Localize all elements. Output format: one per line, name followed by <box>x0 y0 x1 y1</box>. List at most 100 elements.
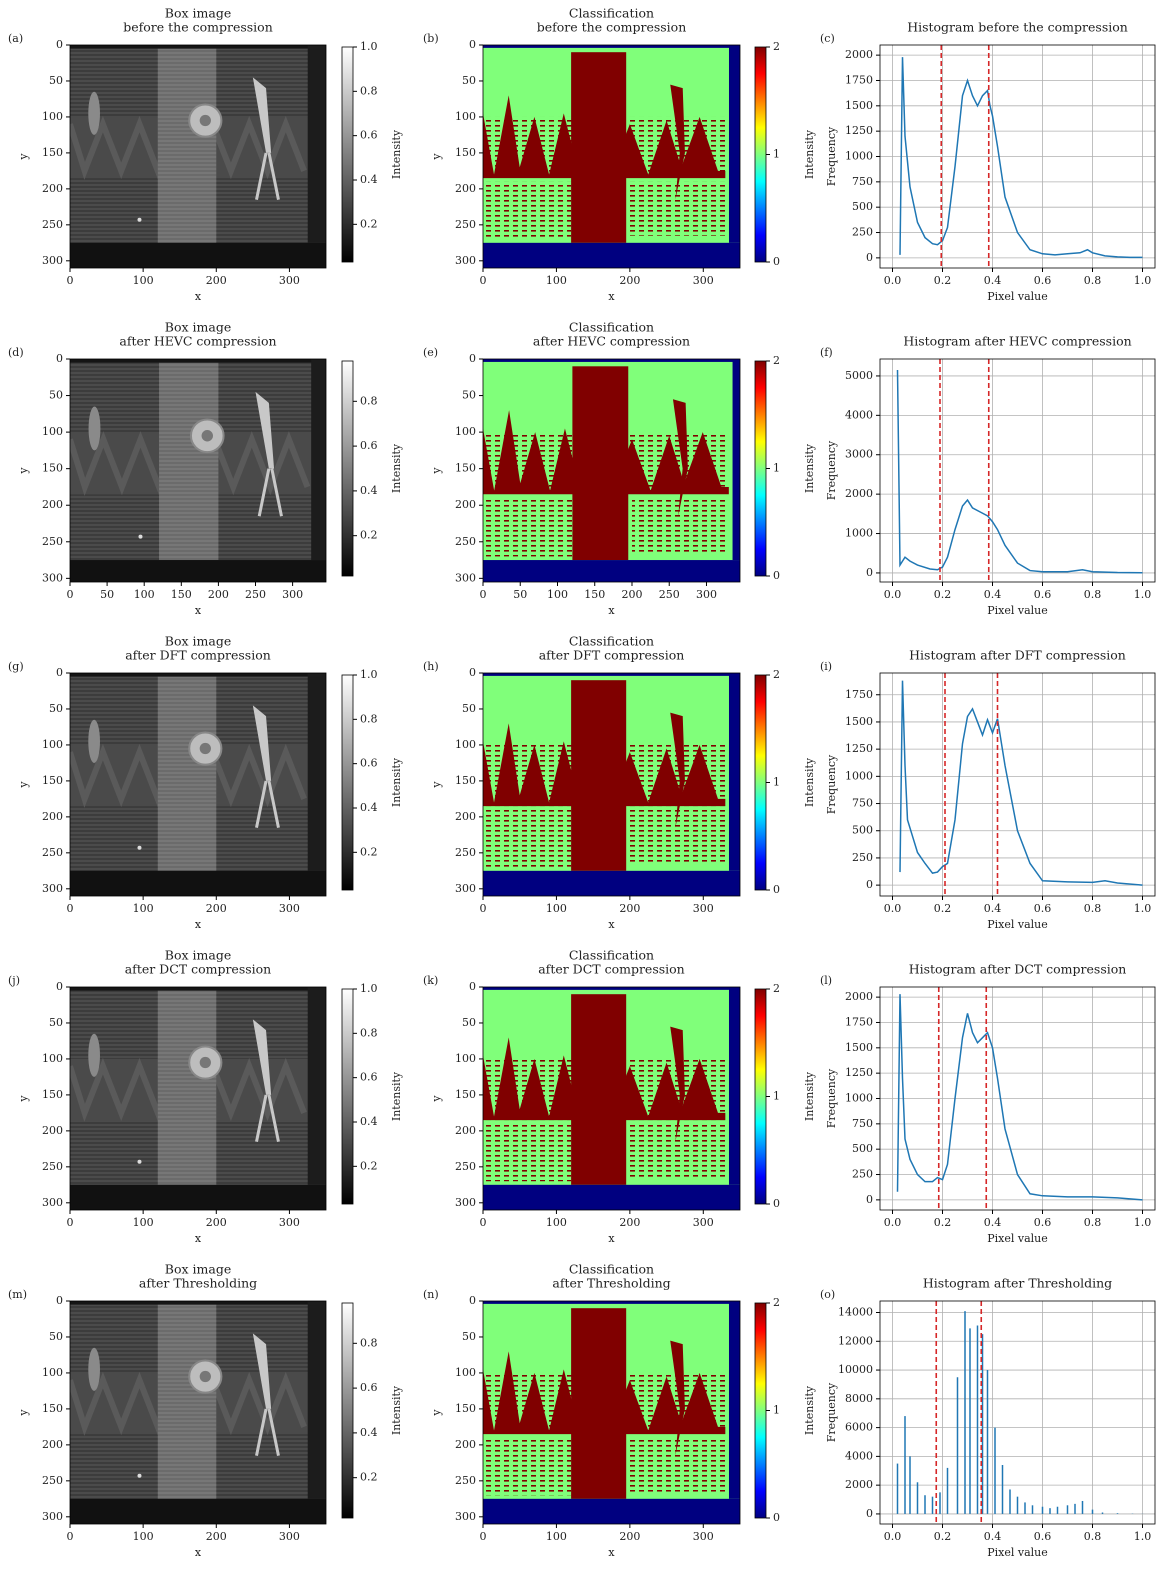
colorbar <box>754 988 767 1205</box>
axes-frame <box>482 44 741 269</box>
y-tick-label: 250 <box>455 846 476 859</box>
axes-frame <box>879 358 1156 583</box>
x-tick-label: 0.2 <box>934 902 952 915</box>
colorbar-tick-label: 1 <box>773 1404 780 1417</box>
x-tick-label: 300 <box>279 902 300 915</box>
image-region <box>728 987 740 1185</box>
y-tick-label: 750 <box>852 797 873 810</box>
y-tick-label: 0 <box>866 1193 873 1206</box>
image-region <box>255 152 280 200</box>
y-tick-label: 750 <box>852 1117 873 1130</box>
axes-frame <box>69 44 327 269</box>
y-tick-label: 300 <box>455 254 476 267</box>
image-region <box>157 676 217 871</box>
colorbar <box>754 674 767 891</box>
x-tick-label: 300 <box>282 588 303 601</box>
y-axis-label: y <box>430 153 443 161</box>
image <box>483 673 740 896</box>
image-region <box>157 990 217 1185</box>
y-tick-label: 0 <box>866 878 873 891</box>
image-region <box>483 1301 740 1304</box>
y-tick-label: 300 <box>455 1510 476 1523</box>
image-region <box>483 870 740 896</box>
x-tick-label: 1.0 <box>1134 588 1152 601</box>
image-region <box>670 1026 685 1142</box>
image-region <box>629 1437 726 1492</box>
x-tick-label: 0.8 <box>1084 902 1102 915</box>
colorbar-tick-label: 2 <box>773 40 780 53</box>
colorbar-tick-label: 0.2 <box>360 529 378 542</box>
x-tick-label: 0 <box>67 902 74 915</box>
x-tick-label: 0.6 <box>1034 274 1052 287</box>
x-tick-label: 300 <box>279 1216 300 1229</box>
image-region <box>631 497 729 553</box>
y-tick-label: 100 <box>42 738 63 751</box>
colorbar-tick-label: 0 <box>773 569 780 582</box>
colorbar-tick-label: 1.0 <box>360 668 378 681</box>
colorbar-label: Intensity <box>390 757 403 807</box>
image-region <box>670 712 685 828</box>
chart-title: Histogram before the compression <box>907 20 1128 35</box>
image-region <box>201 430 213 442</box>
y-tick-label: 0 <box>469 38 476 51</box>
x-tick-label: 100 <box>546 1216 567 1229</box>
image-region <box>255 1408 280 1456</box>
chart-title: after DCT compression <box>538 962 685 977</box>
image-region <box>483 809 572 868</box>
y-axis-label: y <box>430 1095 443 1103</box>
panel-label: (c) <box>820 32 835 45</box>
image <box>483 45 740 268</box>
image-region <box>252 1019 272 1095</box>
y-tick-label: 1000 <box>845 150 873 163</box>
colorbar-tick-label: 1 <box>773 148 780 161</box>
y-tick-label: 300 <box>42 254 63 267</box>
x-tick-label: 200 <box>619 1216 640 1229</box>
x-tick-label: 0 <box>480 588 487 601</box>
colorbar-tick-label: 0.6 <box>360 1381 378 1394</box>
colorbar-label: Intensity <box>390 129 403 179</box>
image-region <box>732 359 740 561</box>
x-axis-label: x <box>195 290 202 303</box>
x-tick-label: 0 <box>67 1530 74 1543</box>
colorbar-tick-label: 1 <box>773 776 780 789</box>
y-tick-label: 100 <box>455 738 476 751</box>
image-region <box>483 1437 572 1496</box>
x-tick-label: 150 <box>171 588 192 601</box>
axes-frame <box>482 1300 741 1525</box>
x-tick-label: 250 <box>659 588 680 601</box>
y-tick-label: 2000 <box>845 990 873 1003</box>
image-region <box>137 845 142 850</box>
colorbar-tick-label: 2 <box>773 1296 780 1309</box>
y-tick-label: 0 <box>56 666 63 679</box>
colorbar <box>754 46 767 263</box>
image-region <box>88 1033 100 1077</box>
line-series <box>899 57 1143 259</box>
y-tick-label: 150 <box>42 462 63 475</box>
colorbar-label: Intensity <box>390 1385 403 1435</box>
x-tick-label: 200 <box>619 1530 640 1543</box>
x-axis-label: x <box>608 290 615 303</box>
image-region <box>629 809 726 864</box>
y-tick-label: 1250 <box>845 742 873 755</box>
y-tick-label: 150 <box>455 1088 476 1101</box>
image-region <box>672 399 688 517</box>
image-region <box>70 242 326 268</box>
y-tick-label: 2000 <box>845 1478 873 1491</box>
y-tick-label: 1000 <box>845 527 873 540</box>
y-tick-label: 5000 <box>845 369 873 382</box>
image-region <box>483 1123 572 1182</box>
image-region <box>670 1340 685 1456</box>
colorbar-tick-label: 0.4 <box>360 1115 378 1128</box>
colorbar-label: Intensity <box>803 757 816 807</box>
x-tick-label: 0.0 <box>884 274 902 287</box>
x-axis-label: Pixel value <box>987 1232 1048 1245</box>
y-tick-label: 12000 <box>838 1334 873 1347</box>
panel-label: (n) <box>423 1288 439 1301</box>
y-tick-label: 200 <box>42 1124 63 1137</box>
x-tick-label: 0.8 <box>1084 274 1102 287</box>
y-axis-label: y <box>17 781 30 789</box>
y-tick-label: 50 <box>49 1016 63 1029</box>
y-tick-label: 250 <box>455 1160 476 1173</box>
x-axis-label: Pixel value <box>987 918 1048 931</box>
x-tick-label: 0.6 <box>1034 1530 1052 1543</box>
